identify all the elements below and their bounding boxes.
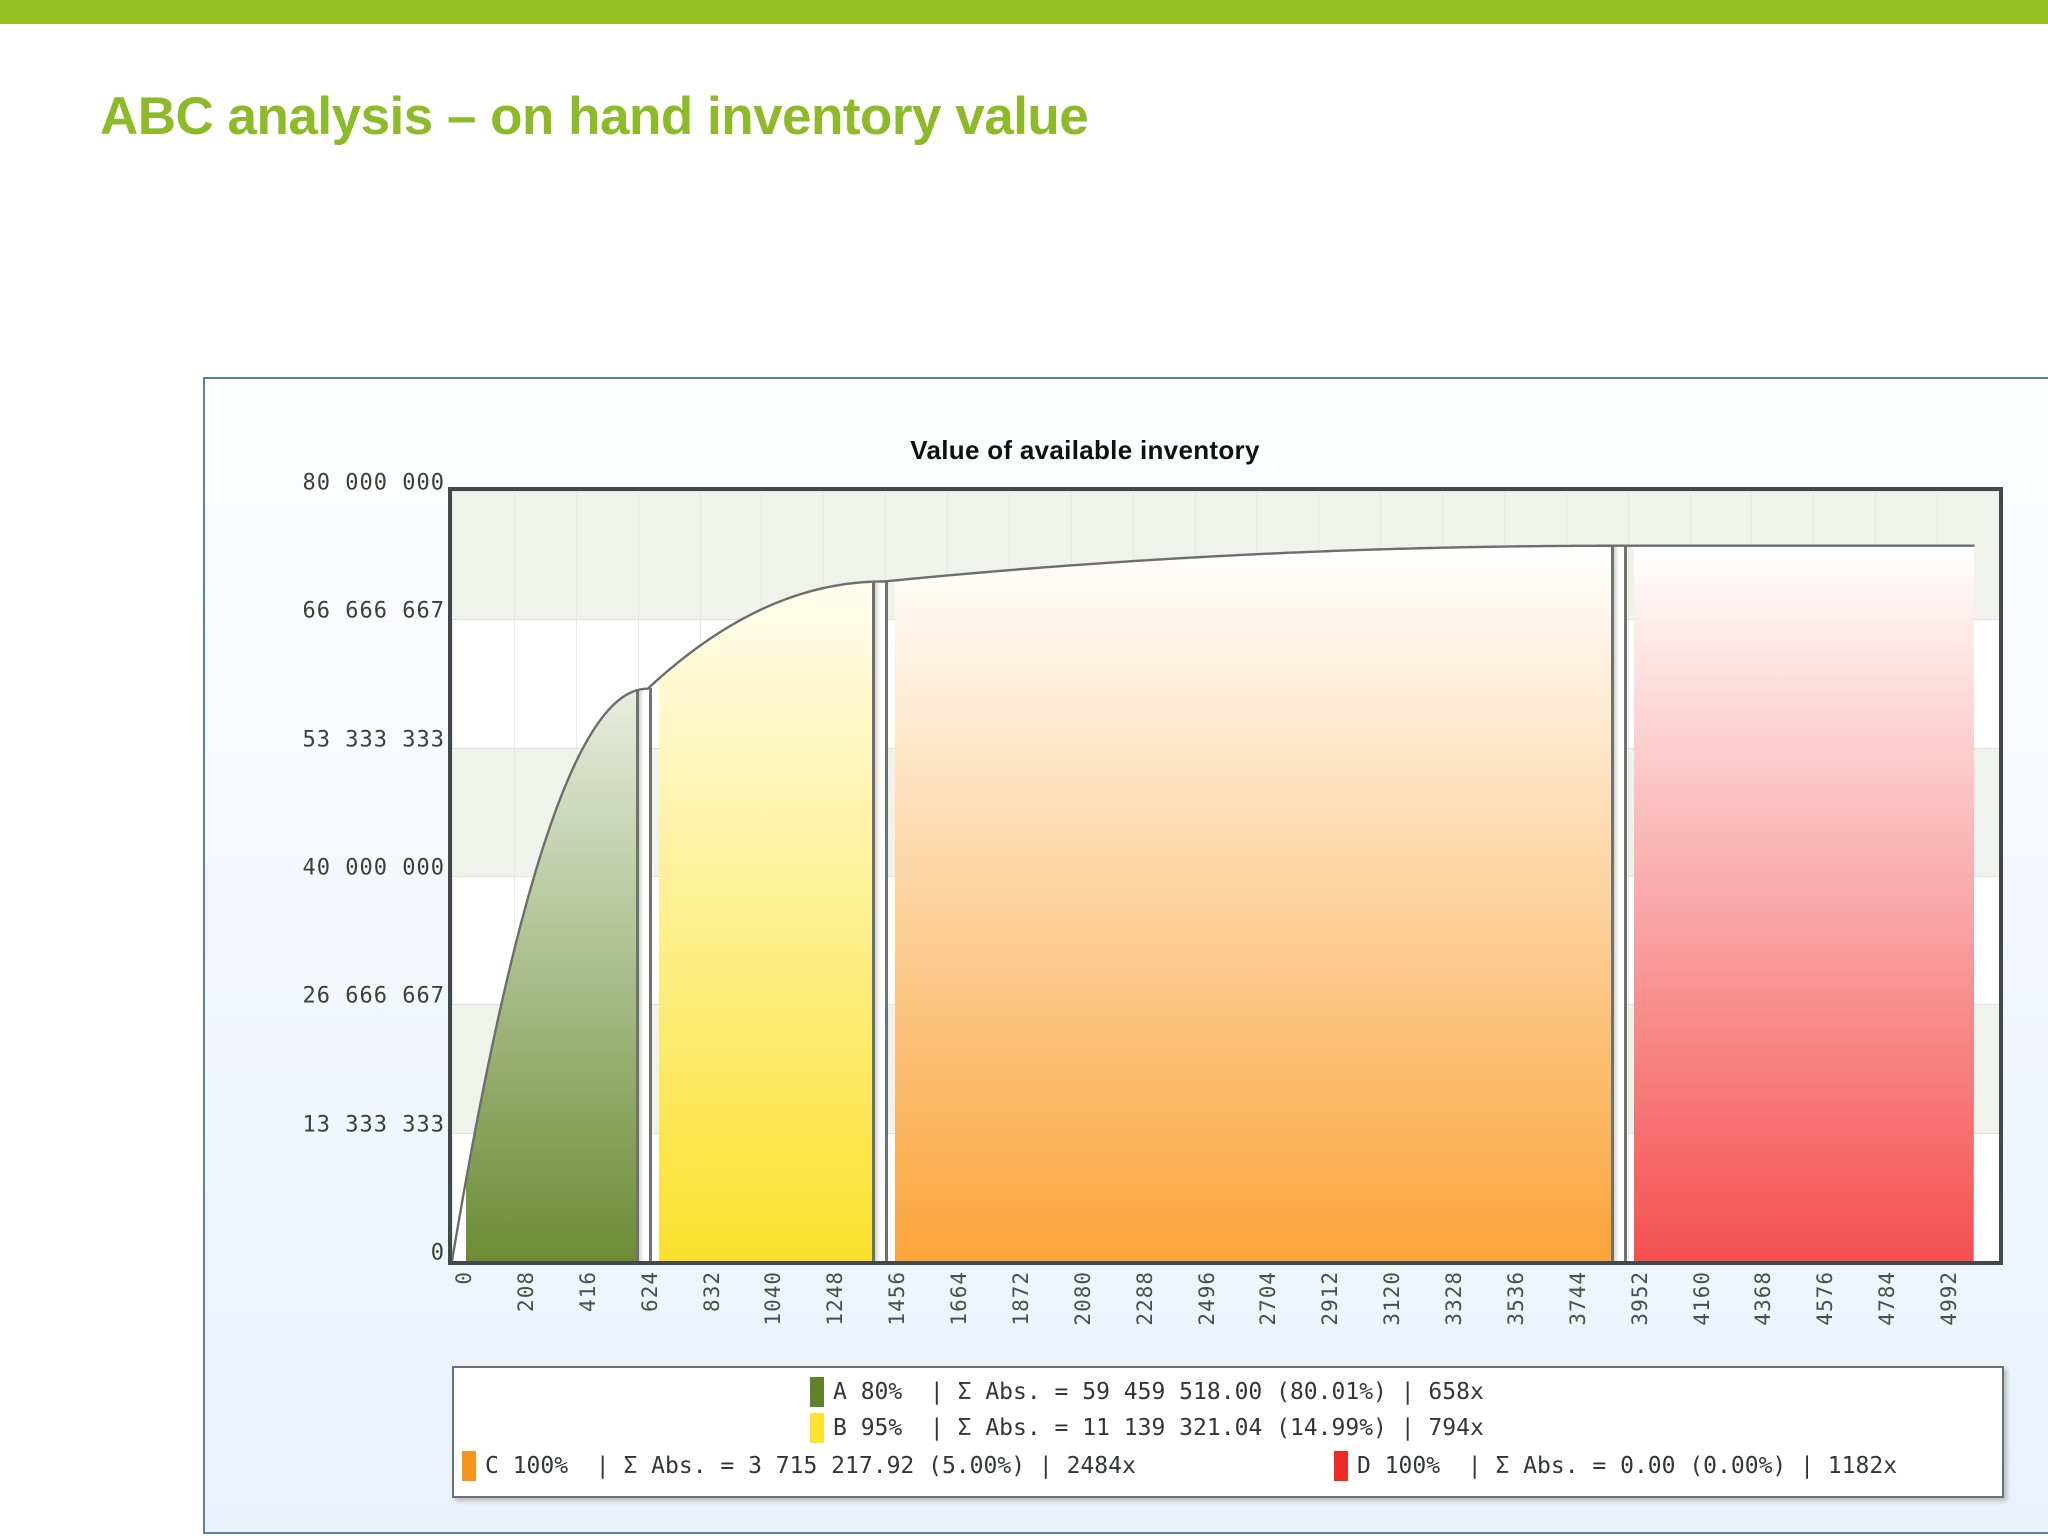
x-axis-tick-label: 2288 <box>1132 1271 1157 1326</box>
x-axis-tick-label: 832 <box>699 1271 724 1312</box>
x-axis-tick-label: 624 <box>637 1271 662 1312</box>
x-axis-tick-label: 1664 <box>947 1271 972 1326</box>
region-fill-c <box>894 545 1622 1261</box>
region-fill-d <box>1633 545 1974 1261</box>
y-axis-tick-label: 80 000 000 <box>302 470 445 496</box>
vertical-gridline <box>1627 491 1629 1261</box>
cumulative-pareto-curve <box>452 544 1975 1261</box>
horizontal-gridline <box>452 491 1999 492</box>
region-separator-line <box>884 581 888 1261</box>
legend-item[interactable]: A 80% | Σ Abs. = 59 459 518.00 (80.01%) … <box>810 1376 1484 1408</box>
x-axis-tick-label: 0 <box>452 1271 476 1285</box>
legend-swatch-icon <box>462 1451 476 1481</box>
x-axis-tick-label: 208 <box>513 1271 538 1312</box>
x-axis-tick-label: 1040 <box>761 1271 786 1326</box>
region-separator-line <box>871 581 875 1261</box>
x-axis-tick-label: 1248 <box>823 1271 848 1326</box>
x-axis-tick-label: 2912 <box>1318 1271 1343 1326</box>
region-separator-line <box>635 688 639 1261</box>
x-axis-tick-label: 4368 <box>1751 1271 1776 1326</box>
region-separator-line <box>1610 545 1614 1261</box>
vertical-gridline <box>513 491 515 1261</box>
x-axis-tick-label: 3536 <box>1503 1271 1528 1326</box>
x-axis-tick-label: 2496 <box>1194 1271 1219 1326</box>
chart-region-b <box>658 491 883 1261</box>
vertical-gridline <box>452 491 453 1261</box>
x-axis: 0 208 416 624 832 1040 1248 1456 1664 1872 2080 228… <box>448 1271 2003 1381</box>
x-axis-tick-label: 4784 <box>1875 1271 1900 1326</box>
y-axis-tick-label: 0 <box>430 1240 445 1266</box>
legend-item-label: D 100% | Σ Abs. = 0.00 (0.00%) | 1182x <box>1357 1453 1898 1479</box>
legend-item[interactable]: C 100% | Σ Abs. = 3 715 217.92 (5.00%) |… <box>462 1450 1136 1482</box>
region-fill-b <box>658 581 883 1261</box>
chart-region-d <box>1633 491 1974 1261</box>
region-fill-a <box>466 688 647 1261</box>
y-axis-tick-label: 66 666 667 <box>302 598 445 624</box>
region-separator <box>872 581 885 1261</box>
region-separator-line <box>648 688 652 1261</box>
page-title: ABC analysis – on hand inventory value <box>100 87 1089 146</box>
legend-item-label: C 100% | Σ Abs. = 3 715 217.92 (5.00%) |… <box>485 1453 1136 1479</box>
x-axis-tick-label: 3328 <box>1442 1271 1467 1326</box>
x-axis-tick-label: 3952 <box>1627 1271 1652 1326</box>
chart-region-c <box>894 491 1622 1261</box>
legend-item[interactable]: D 100% | Σ Abs. = 0.00 (0.00%) | 1182x <box>1334 1450 1897 1482</box>
legend-swatch-icon <box>810 1413 824 1443</box>
slide-top-accent-band <box>0 0 2048 24</box>
x-axis-tick-label: 4576 <box>1813 1271 1838 1326</box>
legend-swatch-icon <box>1334 1451 1348 1481</box>
plot-wrapper <box>448 487 2003 1265</box>
chart-legend: A 80% | Σ Abs. = 59 459 518.00 (80.01%) … <box>452 1366 2004 1498</box>
legend-item-label: B 95% | Σ Abs. = 11 139 321.04 (14.99%) … <box>833 1415 1484 1441</box>
legend-item[interactable]: B 95% | Σ Abs. = 11 139 321.04 (14.99%) … <box>810 1412 1484 1444</box>
x-axis-tick-label: 416 <box>575 1271 600 1312</box>
x-axis-tick-label: 4992 <box>1937 1271 1962 1326</box>
chart-region-a <box>466 491 647 1261</box>
y-axis-tick-label: 53 333 333 <box>302 727 445 753</box>
x-axis-tick-label: 4160 <box>1689 1271 1714 1326</box>
x-axis-tick-label: 2704 <box>1256 1271 1281 1326</box>
y-axis-tick-label: 26 666 667 <box>302 983 445 1009</box>
legend-item-label: A 80% | Σ Abs. = 59 459 518.00 (80.01%) … <box>833 1379 1484 1405</box>
x-axis-tick-label: 1456 <box>885 1271 910 1326</box>
region-separator <box>636 688 649 1261</box>
region-separator-line <box>1623 545 1627 1261</box>
y-axis-tick-label: 40 000 000 <box>302 855 445 881</box>
x-axis-tick-label: 3744 <box>1565 1271 1590 1326</box>
legend-swatch-icon <box>810 1377 824 1407</box>
x-axis-tick-label: 2080 <box>1070 1271 1095 1326</box>
x-axis-tick-label: 1872 <box>1008 1271 1033 1326</box>
y-axis-tick-label: 13 333 333 <box>302 1112 445 1138</box>
horizontal-gridline <box>452 1261 1999 1262</box>
region-separator <box>1611 545 1624 1261</box>
chart-container: Value of available inventory 80 000 000 6… <box>203 377 2048 1534</box>
plot-area <box>448 487 2003 1265</box>
chart-title: Value of available inventory <box>910 435 1260 465</box>
x-axis-tick-label: 3120 <box>1380 1271 1405 1326</box>
